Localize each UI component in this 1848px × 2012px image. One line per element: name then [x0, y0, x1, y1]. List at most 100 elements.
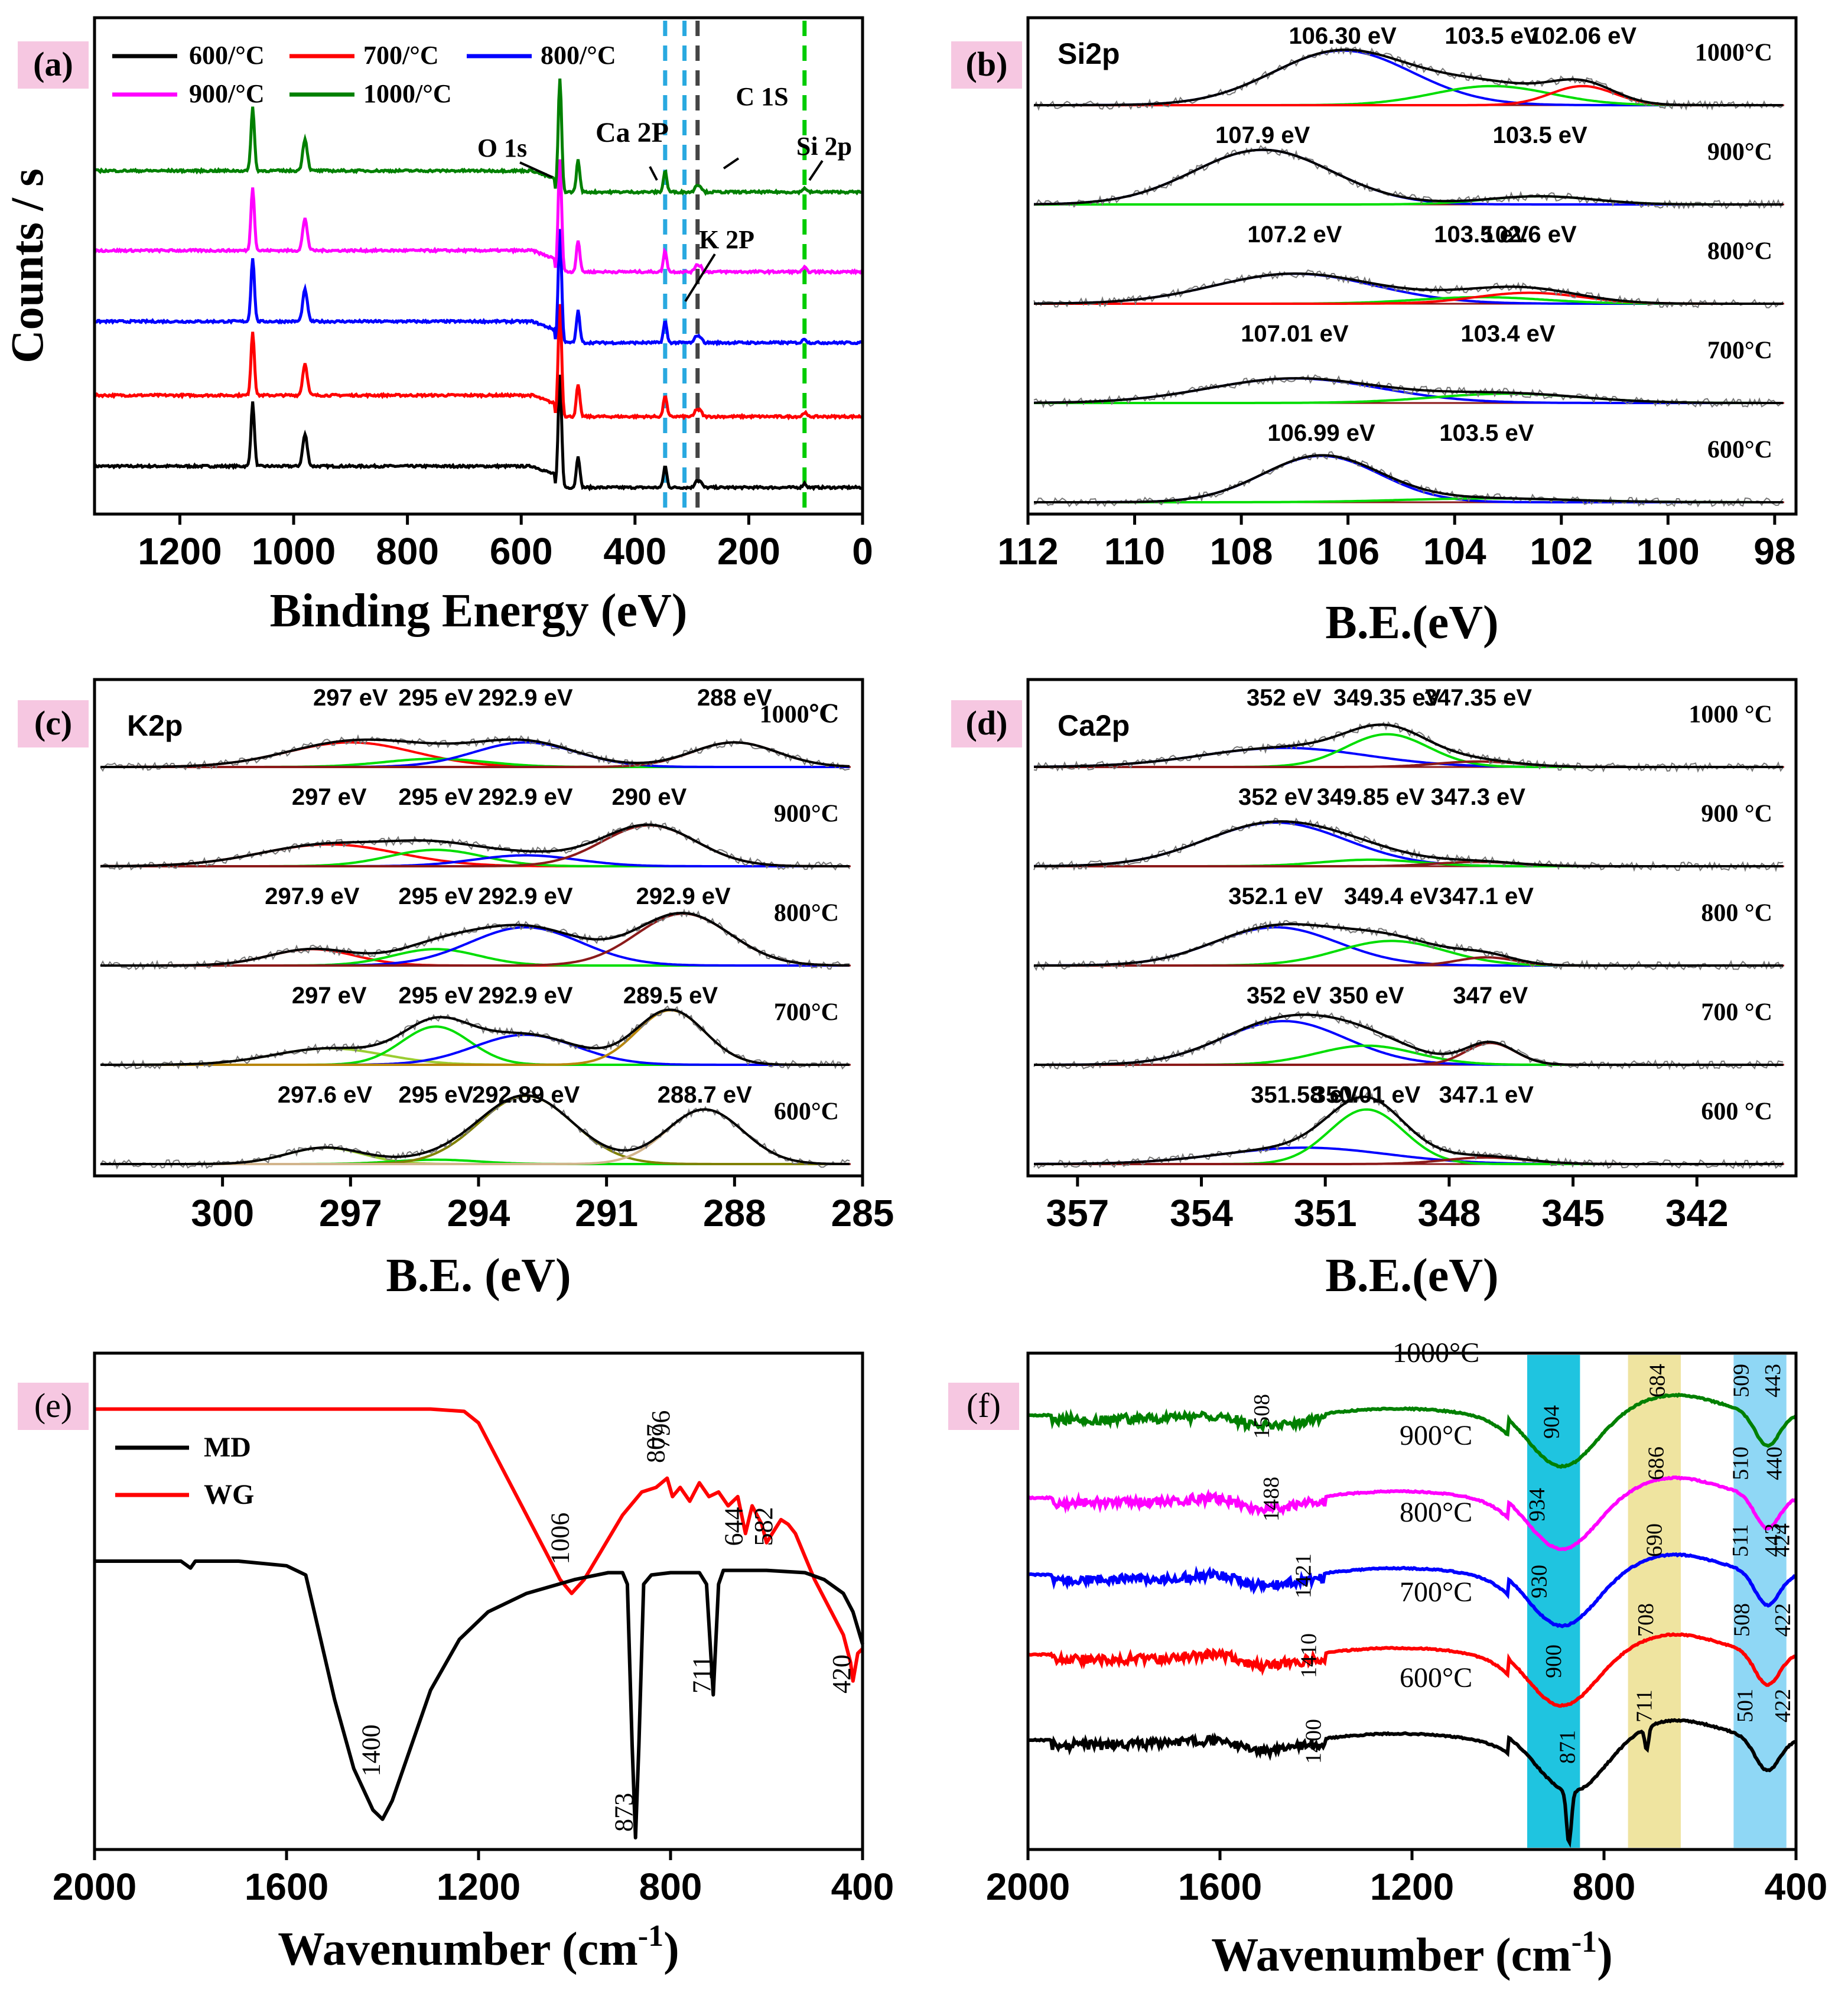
panel-f-x-label-end: )	[1597, 1929, 1613, 1981]
legend-label-600: 600/°C	[189, 41, 265, 70]
panel-f-series-4-peak-1400: 1400	[1302, 1719, 1326, 1764]
panel-f-series-1-peak-686: 686	[1644, 1447, 1669, 1480]
panel-f-series-0-peak-509: 509	[1729, 1364, 1753, 1397]
panel-b-spectrum-0-label-2: 102.06 eV	[1529, 23, 1637, 49]
panel-f-series-1-peak-934: 934	[1525, 1488, 1550, 1522]
panel-b-temperature-4: 600°C	[1707, 436, 1772, 463]
panel-d-spectrum-0-label-0: 352 eV	[1247, 685, 1322, 711]
panel-a-tick-label-400: 400	[603, 530, 666, 573]
panel-e-series-md	[95, 1559, 864, 1839]
panel-b-spectrum-1-label-1: 103.5 eV	[1493, 122, 1587, 148]
panel-b-spectrum-4-envelope	[1034, 454, 1783, 503]
panel-f-series-4-peak-871: 871	[1555, 1730, 1580, 1764]
legend-label-wg: WG	[204, 1479, 254, 1510]
panel-d-spectrum-2-envelope	[1034, 923, 1783, 967]
panel-f-shaded-bands	[1527, 1355, 1787, 1848]
annotation-ca2p-pointer	[649, 166, 658, 181]
panel-c-spectrum-3-label-3: 289.5 eV	[623, 983, 718, 1009]
panel-c-x-label: B.E. (eV)	[386, 1250, 571, 1302]
legend-label-700: 700/°C	[363, 41, 439, 70]
panel-c-tag-background	[18, 700, 89, 747]
panel-b-spectrum-2-label-1: 103.5 eV	[1434, 222, 1528, 248]
panel-e-x-label-end: )	[663, 1923, 679, 1975]
panel-c-temperature-2: 800°C	[774, 899, 839, 927]
panel-d-spectrum-3-label-2: 347 eV	[1453, 983, 1528, 1009]
panel-b-tick-label-98: 98	[1753, 530, 1795, 573]
panel-b-spectrum-1-label-0: 107.9 eV	[1215, 122, 1310, 148]
panel-d-tag-background	[951, 700, 1022, 747]
panel-a-x-label: Binding Energy (eV)	[270, 585, 688, 637]
panel-e-x-label-main: Wavenumber (cm	[278, 1923, 638, 1975]
panel-f-series-3-peak-508: 508	[1729, 1603, 1754, 1637]
panel-c-spectrum-4-label-0: 297.6 eV	[278, 1082, 372, 1108]
panel-d-spectrum-2-label-1: 349.4 eV	[1344, 883, 1439, 909]
panel-e-legend: MD WG	[115, 1432, 254, 1510]
panel-d-spectrum-4-label-2: 347.1 eV	[1439, 1082, 1534, 1108]
panel-c-title: K2p	[127, 709, 183, 742]
panel-c-temperature-0: 1000℃	[760, 701, 839, 728]
panel-f-series-1-peak-440: 440	[1762, 1447, 1787, 1480]
panel-c-spectrum-0-label-1: 295 eV	[398, 685, 473, 711]
panel-a-tick-label-200: 200	[717, 530, 780, 573]
panel-d-spectrum-0-label-2: 347.35 eV	[1424, 685, 1533, 711]
panel-c-spectrum-2-label-0: 297.9 eV	[265, 883, 359, 909]
annotation-si2p: Si 2p	[796, 132, 852, 161]
panel-a-series-1	[93, 304, 863, 421]
annotation-k2p-pointer	[684, 253, 716, 303]
annotation-c1s: C 1S	[736, 82, 788, 111]
panel-c-spectrum-3-label-0: 297 eV	[292, 983, 367, 1009]
panel-f-series-2-peak-690: 690	[1642, 1523, 1667, 1557]
panel-c-spectrum-4-label-1: 295 eV	[398, 1082, 473, 1108]
panel-e-tick-label-2000: 2000	[53, 1865, 136, 1908]
panel-e-annotation-807: 807	[641, 1424, 670, 1463]
panel-a-series-0	[93, 375, 863, 492]
panel-b-temperature-1: 900°C	[1707, 138, 1772, 165]
panel-f-series-0-peak-1508: 1508	[1250, 1394, 1274, 1439]
panel-c-spectrum-1-label-3: 290 eV	[611, 784, 687, 810]
panel-e-tick-label-800: 800	[639, 1865, 702, 1908]
panel-d-spectrum-3-envelope	[1034, 1013, 1783, 1066]
panel-b-spectrum-2-label-2: 102.6 eV	[1482, 222, 1577, 248]
panel-b-spectrum-3-envelope	[1034, 377, 1783, 404]
panel-d-temperature-0: 1000 °C	[1688, 701, 1772, 728]
panel-d-spectrum-1-label-0: 352 eV	[1238, 784, 1313, 810]
panel-c-tick-label-294: 294	[447, 1192, 510, 1234]
panel-b-tick-label-100: 100	[1636, 530, 1700, 573]
panel-d-spectrum-2-label-2: 347.1 eV	[1439, 883, 1534, 909]
panel-d-frame	[1026, 678, 1798, 1178]
panel-a-y-label: Counts / s	[1, 168, 53, 363]
panel-f-series-2-peak-930: 930	[1527, 1565, 1551, 1598]
panel-c-spectrum-4-label-3: 288.7 eV	[658, 1082, 752, 1108]
panel-a: (a) 1200 1000 800 600 400 200 0 Counts / s Bin…	[1, 16, 873, 637]
panel-f-plot	[1027, 1392, 1797, 1848]
panel-f-tick-label-2000: 2000	[986, 1865, 1070, 1908]
panel-c-spectrum-0-label-0: 297 eV	[313, 685, 388, 711]
panel-b-spectrum-2-envelope	[1034, 272, 1783, 305]
panel-c-temperature-4: 600°C	[774, 1098, 839, 1125]
panel-f-series-1-peak-510: 510	[1729, 1447, 1753, 1480]
panel-d-tick-label-354: 354	[1170, 1192, 1233, 1234]
panel-c-spectrum-1-label-0: 297 eV	[292, 784, 367, 810]
panel-d-tick-label-351: 351	[1294, 1192, 1357, 1234]
panel-b-spectrum-3-label-1: 103.4 eV	[1460, 321, 1555, 347]
annotation-ca2p: Ca 2P	[596, 117, 669, 148]
panel-d-x-label: B.E.(eV)	[1325, 1250, 1498, 1302]
panel-f-band-1	[1628, 1355, 1681, 1848]
panel-f: (f) 2000 1600 1200 800 400 Wavenumber (cm-1)…	[948, 1337, 1827, 1981]
panel-a-series-2	[94, 229, 864, 347]
panel-d-tick-label-342: 342	[1665, 1192, 1729, 1234]
panel-a-legend: 600/°C 700/°C 800/°C 900/°C 1000/°C	[112, 41, 616, 108]
legend-label-800: 800/°C	[541, 41, 616, 70]
panel-e-annotation-1400: 1400	[357, 1724, 386, 1776]
panel-c-spectrum-0-label-2: 292.9 eV	[478, 685, 572, 711]
panel-c-spectrum-0-label-3: 288 eV	[697, 685, 772, 711]
panel-e-plot	[95, 1407, 864, 1839]
panel-b-spectrum-0-envelope	[1034, 48, 1783, 106]
panel-f-tag-background	[948, 1383, 1019, 1430]
panel-e-annotation-711: 711	[687, 1656, 716, 1694]
